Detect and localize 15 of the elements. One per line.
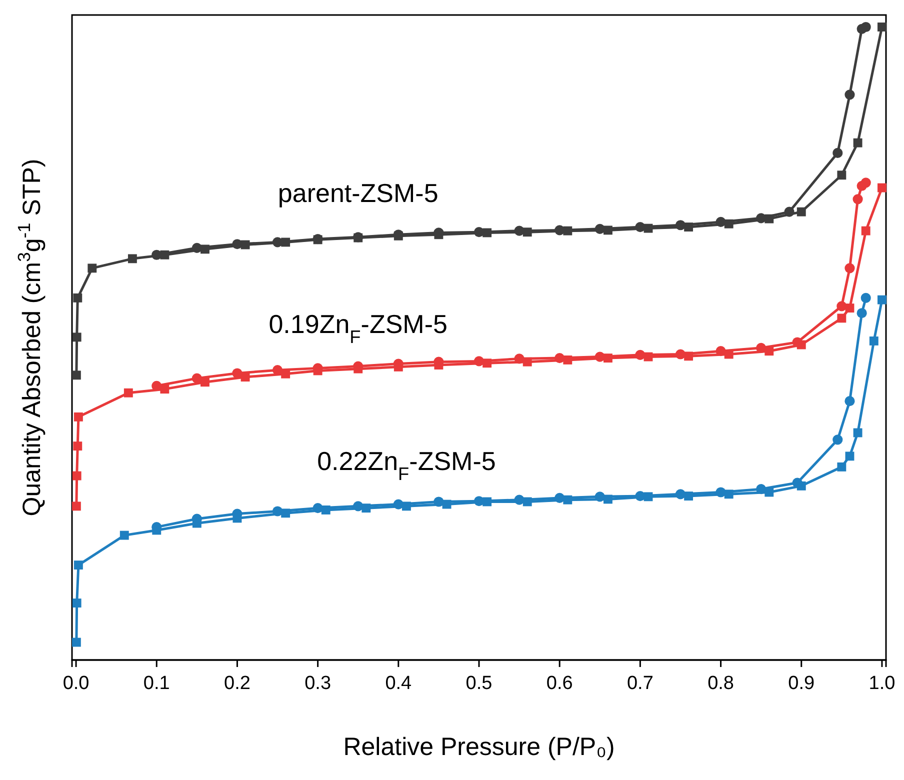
x-tick-label: 0.9 <box>788 673 815 694</box>
x-tick-label: 0.7 <box>626 673 654 694</box>
series-label: 0.22Zn$_{F}$-ZSM-5 <box>317 446 496 484</box>
series-label: parent-ZSM-5 <box>278 178 438 208</box>
x-tick-label: 0.3 <box>304 673 332 694</box>
x-tick-label: 0.6 <box>546 673 573 694</box>
x-tick-label: 0.2 <box>224 673 250 694</box>
x-tick-label: 1.0 <box>868 673 896 694</box>
x-tick-label: 0.5 <box>466 673 492 694</box>
x-tick-label: 0.1 <box>143 673 170 694</box>
x-tick-label: 0.8 <box>708 673 734 694</box>
series-label: 0.19Zn$_{F}$-ZSM-5 <box>268 308 448 347</box>
x-tick-label: 0.4 <box>385 673 412 694</box>
x-axis-title: Relative Pressure (P/P₀) <box>343 733 615 761</box>
x-tick-label: 0.0 <box>62 673 90 694</box>
